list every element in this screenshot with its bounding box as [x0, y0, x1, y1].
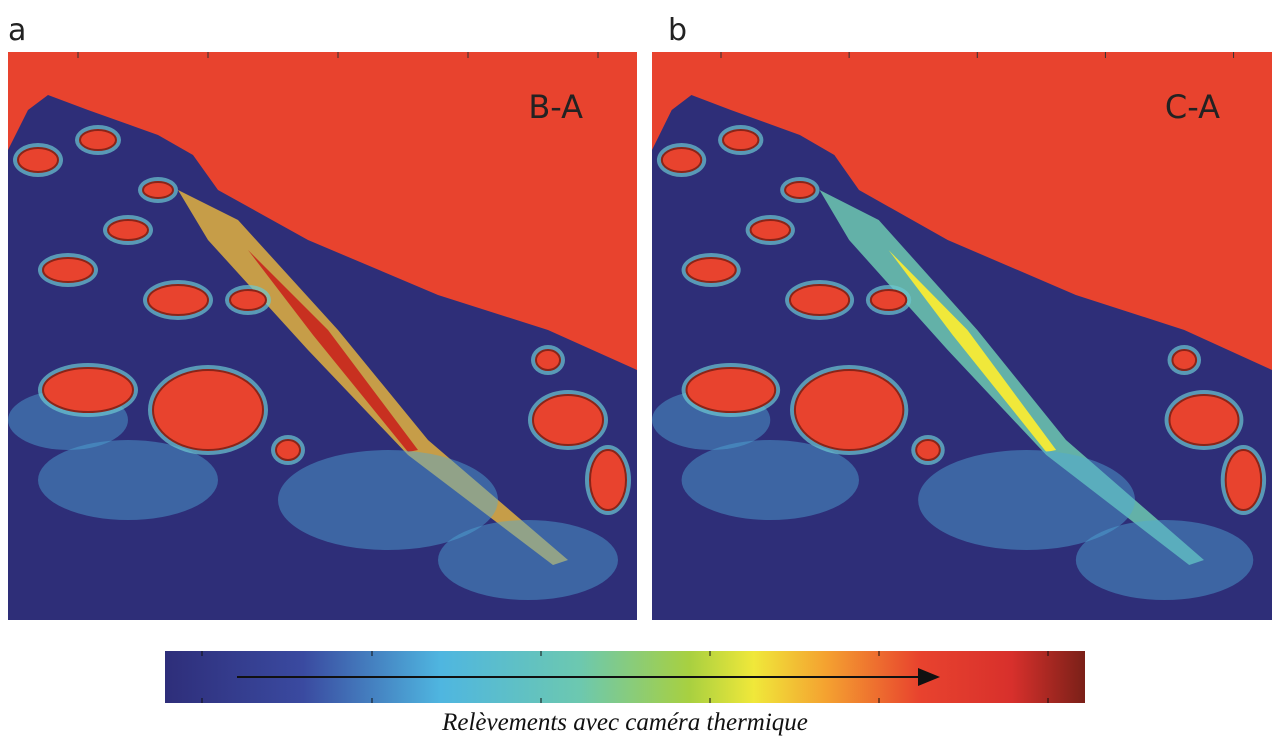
- blob: [721, 129, 760, 151]
- blob: [749, 219, 791, 241]
- panel-image: [652, 52, 1272, 620]
- blob: [275, 439, 301, 461]
- blob: [147, 284, 209, 316]
- blob: [788, 284, 851, 316]
- blob: [869, 289, 908, 311]
- blob: [142, 181, 174, 199]
- blob: [152, 369, 264, 451]
- diffuse-area: [438, 520, 618, 600]
- blob: [1168, 394, 1240, 446]
- blob: [793, 369, 905, 451]
- blob: [535, 349, 561, 371]
- diffuse-area: [918, 450, 1135, 550]
- blob: [660, 147, 703, 173]
- blob: [685, 367, 777, 413]
- panel-label: b: [668, 13, 687, 48]
- blob: [1171, 349, 1198, 371]
- blob: [685, 257, 737, 283]
- blob: [532, 394, 604, 446]
- blob: [17, 147, 59, 173]
- blob: [915, 439, 941, 461]
- diffuse-area: [38, 440, 218, 520]
- blob: [107, 219, 149, 241]
- panel-label: a: [8, 13, 26, 48]
- streak-core: [248, 250, 418, 452]
- blob: [1224, 449, 1263, 511]
- streak-core: [888, 250, 1057, 452]
- panel-annotation: C-A: [1165, 88, 1220, 126]
- panel-annotation: B-A: [528, 88, 583, 126]
- blob: [784, 181, 816, 199]
- blob: [229, 289, 267, 311]
- panel-image: [8, 52, 637, 620]
- blob: [589, 449, 627, 511]
- colorbar-ticks: [201, 651, 1049, 703]
- blob: [42, 367, 134, 413]
- diffuse-area: [681, 440, 859, 520]
- diffuse-area: [1075, 520, 1254, 600]
- caption: Relèvements avec caméra thermique: [441, 709, 808, 736]
- blob: [79, 129, 117, 151]
- blob: [42, 257, 94, 283]
- arrow-head: [918, 668, 940, 686]
- diffuse-area: [278, 450, 498, 550]
